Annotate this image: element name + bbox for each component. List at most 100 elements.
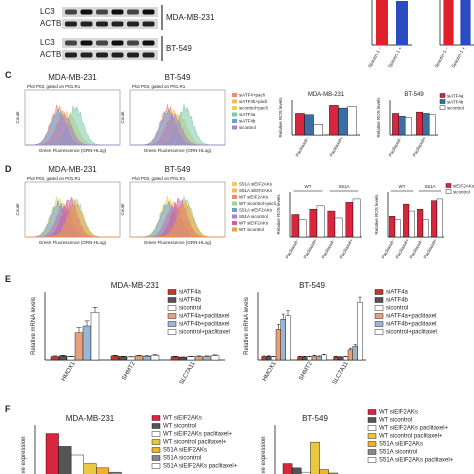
bar — [82, 325, 92, 361]
legend-label: siATF4b — [239, 119, 256, 124]
legend-swatch — [167, 329, 177, 335]
legend-swatch — [167, 289, 177, 295]
legend-label: WT siEIF2AKs paclitaxel+ — [163, 432, 233, 438]
y-axis-label: Relative mRNA levels — [31, 297, 37, 355]
legend-swatch — [167, 313, 177, 319]
bar — [422, 113, 430, 136]
bar — [298, 219, 307, 238]
legend-label: S51A siEIF2AKs — [239, 188, 273, 193]
blot-band — [80, 21, 93, 27]
bar — [302, 356, 308, 361]
x-tick-label: HMOX1 — [262, 360, 278, 382]
y-axis-label: Relative ROS levels — [376, 97, 381, 138]
x-tick-label: Paclitaxel+ — [412, 136, 427, 158]
cell-line-label: BT-549 — [166, 44, 192, 53]
legend-swatch — [151, 447, 161, 453]
legend-swatch — [232, 125, 237, 130]
legend-swatch — [367, 449, 377, 455]
legend-swatch — [374, 297, 384, 303]
flow-gate: Plot P03, gated on P01.R1 — [27, 176, 81, 181]
bar — [316, 356, 322, 361]
bar — [396, 1, 408, 45]
bar — [313, 124, 323, 136]
bar — [210, 355, 220, 361]
flow-ylabel: Count — [15, 203, 20, 216]
bar — [304, 114, 314, 136]
legend-swatch — [151, 463, 161, 469]
blot-band — [65, 40, 77, 46]
bar — [66, 356, 76, 361]
legend-label: siATF4b+paclitaxel — [386, 322, 436, 328]
bar — [422, 219, 429, 238]
flow-title: MDA-MB-231 — [48, 165, 97, 174]
bar — [126, 356, 136, 361]
bar — [343, 356, 349, 361]
bar — [108, 471, 122, 474]
blot-band — [80, 40, 93, 46]
panel-label: E — [5, 274, 11, 284]
bar — [271, 356, 277, 361]
legend-label: S51A siEIF2AKs — [239, 182, 273, 187]
flow-gate: Plot P03, gated on P01.R1 — [132, 176, 186, 181]
legend-label: WT siEIF2AKs — [379, 410, 418, 416]
legend-label: siATF4b — [386, 298, 409, 304]
legend-swatch — [374, 305, 384, 311]
bar — [408, 210, 415, 238]
x-tick-label: Paclitaxel− — [285, 238, 300, 260]
legend-swatch — [167, 305, 177, 311]
legend-label: sicontrol+paclitaxel — [386, 330, 437, 336]
legend-swatch — [367, 409, 377, 415]
bar — [50, 356, 60, 361]
legend-swatch — [232, 195, 237, 199]
legend-swatch — [374, 289, 384, 295]
blot-band — [65, 52, 77, 58]
band-label: ACTB — [40, 19, 61, 28]
legend-swatch — [232, 227, 237, 232]
band-label: LC3 — [40, 38, 55, 47]
blot-band — [111, 40, 124, 46]
bar — [291, 467, 302, 474]
bar — [403, 203, 410, 238]
legend-label: S51A siEIF2AKs — [239, 208, 273, 213]
legend-swatch — [232, 99, 237, 104]
flow-title: BT-549 — [165, 165, 191, 174]
legend-label: sicontrol — [447, 106, 464, 111]
flow-gate: Plot P03, gated on P01.R1 — [27, 84, 81, 89]
legend-swatch — [374, 321, 384, 327]
bar — [282, 463, 293, 474]
x-tick-label: Paclitaxel+ — [339, 238, 354, 260]
blot-band — [65, 9, 77, 15]
legend-swatch — [367, 433, 377, 439]
band-label: LC3 — [40, 7, 55, 16]
x-tick-label: Spautin-1 − — [367, 46, 383, 69]
bar — [297, 356, 303, 361]
x-tick-label: Paclitaxel+ — [395, 238, 410, 260]
bar — [285, 315, 291, 361]
bar — [110, 355, 120, 361]
legend-swatch — [367, 441, 377, 447]
blot-strip — [62, 7, 158, 17]
bar — [96, 467, 110, 474]
legend-label: siATF4a+paclitaxel — [179, 314, 229, 320]
legend-label: S51A sicontrol — [239, 214, 268, 219]
x-tick-label: Paclitaxel− — [409, 238, 424, 260]
blot-band — [96, 9, 108, 15]
blot-band — [111, 52, 124, 58]
bar — [186, 356, 196, 361]
blot-band — [111, 21, 124, 27]
x-tick-label: SHMT2 — [121, 360, 137, 381]
bar — [178, 357, 188, 361]
flow-xlabel: Green Fluorescence (GRN-HLog) — [144, 240, 212, 245]
bar — [352, 198, 361, 238]
flow-xlabel: Green Fluorescence (GRN-HLog) — [39, 240, 107, 245]
bar — [338, 107, 348, 136]
legend-label: WT siEIF2AKs paclitaxel+ — [379, 426, 449, 432]
bar — [329, 105, 339, 136]
blot-strip — [62, 19, 158, 29]
legend-swatch — [232, 188, 237, 193]
legend-swatch — [374, 329, 384, 335]
legend-label: sicontrol+paclitaxel — [179, 330, 230, 336]
blot-band — [96, 21, 108, 27]
blot-band — [142, 40, 155, 46]
bar — [311, 355, 318, 361]
